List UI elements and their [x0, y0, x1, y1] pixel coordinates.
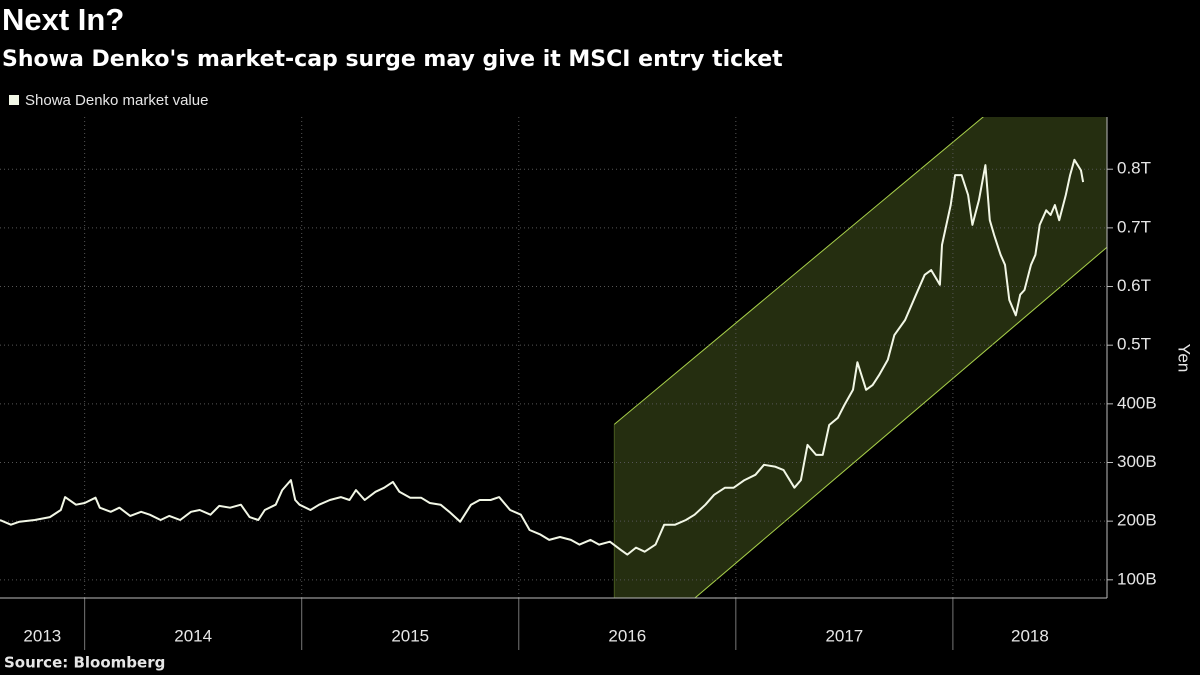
x-tick-label: 2014	[174, 626, 212, 645]
legend-label: Showa Denko market value	[25, 92, 208, 109]
x-tick-label: 2015	[391, 626, 429, 645]
x-tick-label: 2016	[608, 626, 646, 645]
y-axis-label: Yen	[1175, 344, 1194, 373]
y-tick-label: 0.6T	[1117, 276, 1151, 295]
y-tick-label: 100B	[1117, 569, 1157, 588]
y-tick-label: 400B	[1117, 393, 1157, 412]
y-tick-label: 300B	[1117, 452, 1157, 471]
channel-layer	[613, 117, 1107, 598]
y-tick-label: 0.7T	[1117, 217, 1151, 236]
line-series	[0, 158, 1085, 556]
chart-subtitle: Showa Denko's market-cap surge may give …	[2, 47, 783, 72]
x-tick-label: 2017	[825, 626, 863, 645]
source: Source: Bloomberg	[4, 654, 165, 672]
channel-lower	[694, 246, 1107, 598]
x-tick-label: 2018	[1011, 626, 1049, 645]
y-tick-label: 0.5T	[1117, 335, 1151, 354]
x-tick-label: 2013	[23, 626, 61, 645]
y-tick-label: 200B	[1117, 511, 1157, 530]
chart-title: Next In?	[2, 2, 124, 37]
channel-band	[614, 117, 1107, 598]
y-tick-label: 0.8T	[1117, 159, 1151, 178]
channel-upper	[613, 117, 984, 425]
legend-swatch	[9, 95, 19, 105]
